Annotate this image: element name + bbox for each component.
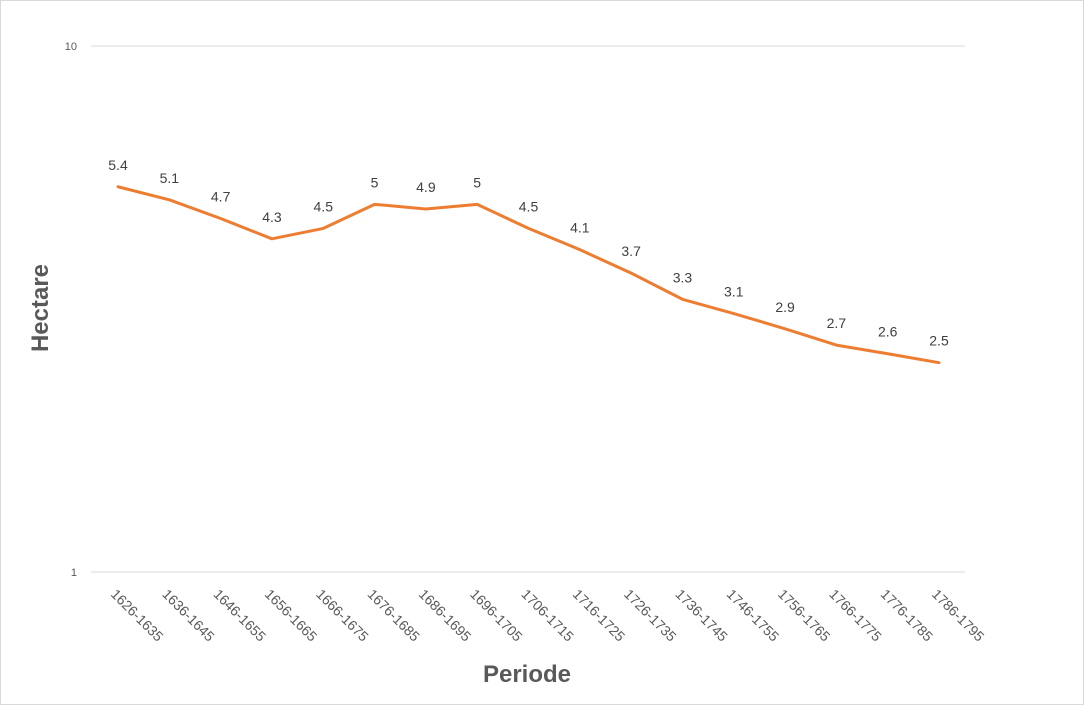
x-tick-label: 1756-1765: [775, 586, 834, 645]
data-labels: 5.4 5.1 4.7 4.3 4.5 5 4.9 5 4.5 4.1 3.7 3.3 3.1 2.9 2.…: [108, 157, 949, 349]
x-tick-label: 1686-1695: [416, 586, 475, 645]
x-tick-label: 1656-1665: [262, 586, 321, 645]
y-axis-ticks: 1 10: [65, 41, 77, 579]
x-tick-label: 1746-1755: [724, 586, 783, 645]
x-tick-label: 1736-1745: [672, 586, 731, 645]
x-tick-label: 1666-1675: [313, 586, 372, 645]
gridlines: [91, 45, 965, 573]
data-label: 4.5: [519, 198, 539, 214]
data-label: 4.3: [262, 209, 282, 225]
data-label: 2.7: [827, 315, 847, 331]
x-tick-label: 1676-1685: [364, 586, 423, 645]
data-label: 3.1: [724, 284, 744, 300]
y-tick-label: 1: [71, 567, 77, 579]
x-tick-label: 1716-1725: [570, 586, 629, 645]
x-tick-label: 1706-1715: [518, 586, 577, 645]
x-tick-label: 1776-1785: [878, 586, 937, 645]
data-label: 2.9: [775, 299, 795, 315]
data-label: 4.1: [570, 220, 590, 236]
data-label: 3.7: [621, 243, 641, 259]
data-label: 4.7: [211, 188, 231, 204]
data-label: 3.3: [673, 269, 693, 285]
x-tick-label: 1626-1635: [108, 586, 167, 645]
x-axis-title: Periode: [483, 661, 571, 688]
data-label: 5.1: [160, 170, 180, 186]
data-label: 5.4: [108, 157, 128, 173]
data-label: 2.5: [929, 333, 949, 349]
x-tick-label: 1766-1775: [826, 586, 885, 645]
data-label: 4.9: [416, 179, 436, 195]
data-label: 5: [473, 174, 481, 190]
x-tick-label: 1646-1655: [211, 586, 270, 645]
x-tick-label: 1726-1735: [621, 586, 680, 645]
series-layer: [116, 185, 941, 365]
data-label: 4.5: [314, 198, 334, 214]
data-label: 2.6: [878, 324, 898, 340]
x-tick-label: 1696-1705: [467, 586, 526, 645]
x-tick-label: 1636-1645: [159, 586, 218, 645]
x-axis-ticks: 1626-16351636-16451646-16551656-16651666…: [108, 586, 988, 645]
data-label: 5: [371, 174, 379, 190]
x-tick-label: 1786-1795: [929, 586, 988, 645]
y-tick-label: 10: [65, 41, 77, 53]
y-axis-title: Hectare: [27, 264, 54, 352]
